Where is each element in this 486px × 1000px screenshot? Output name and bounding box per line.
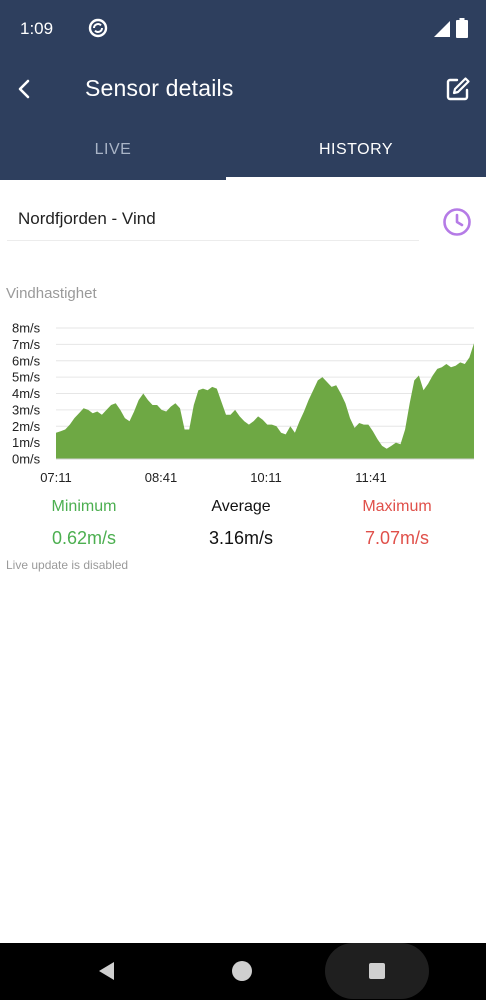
signal-icon [434,21,450,37]
back-button[interactable] [8,72,42,106]
minimum-value: 0.62m/s [51,528,117,548]
wind-speed-chart: 0m/s 1m/s2m/s 3m/s4m/s5m/s 6m/s7m/s8m/s 07:1… [12,321,474,485]
tab-bar: LIVE HISTORY [0,120,486,180]
tab-active-indicator [226,177,486,180]
maximum-value: 7.07m/s [364,528,430,548]
y-tick-label: 0m/s [12,452,41,467]
minimum-label: Minimum [51,498,117,515]
y-tick-label: 3m/s [12,402,41,417]
y-tick-label: 8m/s [12,321,41,336]
y-tick-label: 2m/s [12,419,41,434]
y-tick-label: 6m/s [12,353,41,368]
live-update-note: Live update is disabled [6,558,129,572]
stat-maximum: Maximum 7.07m/s [327,498,467,549]
chart-title: Vindhastighet [6,285,97,302]
average-value: 3.16m/s [208,528,274,548]
y-tick-label: 1m/s [12,435,41,450]
average-label: Average [211,498,271,515]
triangle-back-icon[interactable] [96,960,118,982]
clock-icon[interactable] [441,206,473,238]
circle-home-icon[interactable] [232,961,252,981]
stat-average: Average 3.16m/s [171,498,311,549]
x-tick-label: 11:41 [355,470,387,485]
x-tick-label: 10:11 [250,470,282,485]
stat-minimum: Minimum 0.62m/s [14,498,154,549]
sync-circle-icon [88,18,108,38]
y-tick-label: 7m/s [12,337,41,352]
edit-square-icon [446,77,470,101]
x-tick-label: 08:41 [145,470,178,485]
sensor-name: Nordfjorden - Vind [18,209,156,228]
tab-history[interactable]: HISTORY [318,141,394,158]
y-tick-label: 4m/s [12,386,41,401]
status-bar: 1:09 [0,0,486,58]
square-recents-icon[interactable] [369,963,385,979]
arrow-back-icon [18,79,30,99]
battery-icon [456,18,468,38]
status-time: 1:09 [20,19,54,38]
system-nav-bar [0,943,486,1000]
tab-live[interactable]: LIVE [94,141,132,158]
y-tick-label: 5m/s [12,370,41,385]
x-tick-label: 07:11 [40,470,72,485]
page-title: Sensor details [85,75,234,101]
maximum-label: Maximum [362,498,432,515]
app-bar: Sensor details [0,58,486,120]
wind-speed-area [56,343,474,459]
edit-button[interactable] [440,71,476,107]
sensor-row: Nordfjorden - Vind [7,193,419,241]
